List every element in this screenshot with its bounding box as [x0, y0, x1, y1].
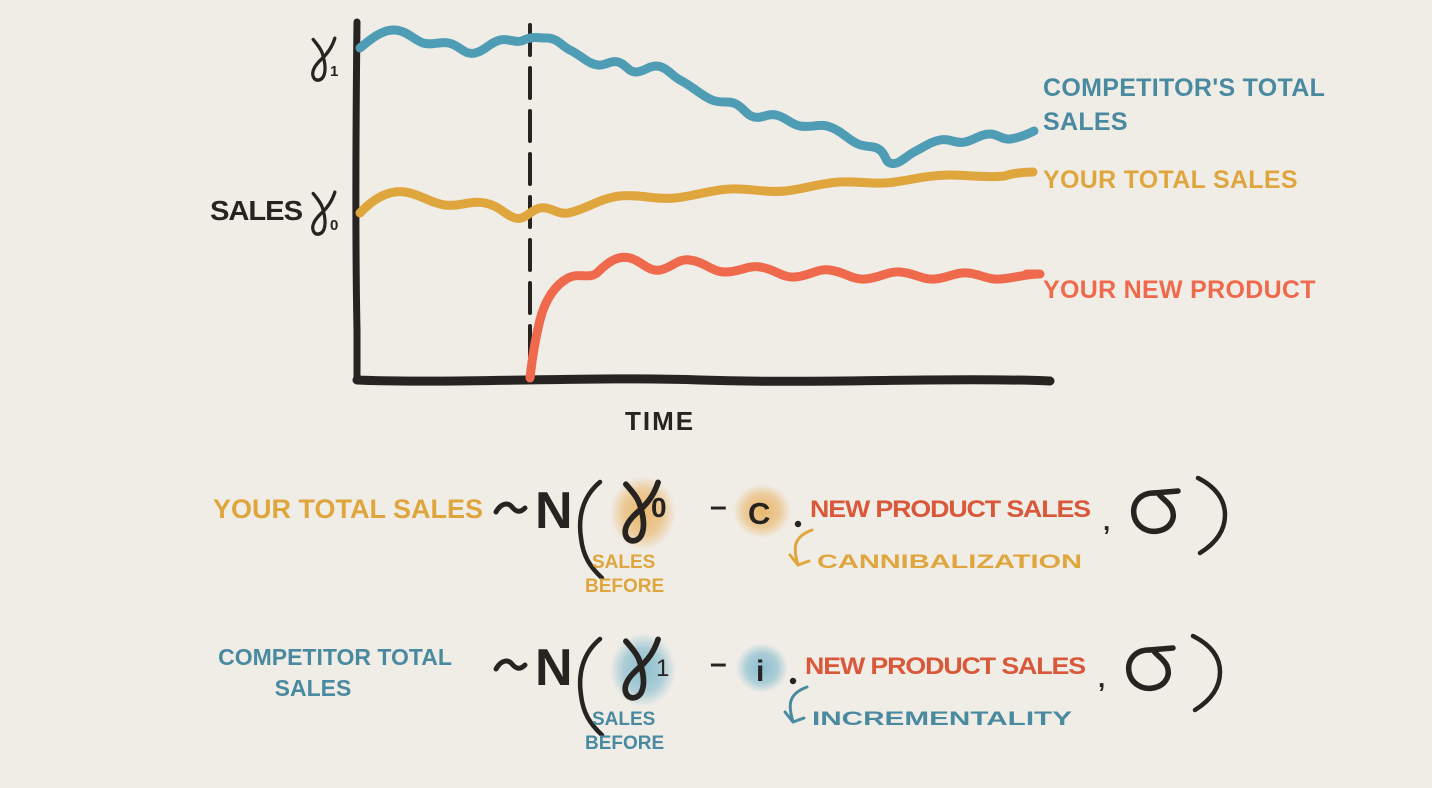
- svg-text:C: C: [748, 496, 770, 531]
- svg-text:INCREMENTALITY: INCREMENTALITY: [812, 709, 1073, 730]
- svg-text:,: ,: [1098, 663, 1105, 693]
- svg-text:COMPETITOR TOTAL: COMPETITOR TOTAL: [218, 644, 452, 670]
- svg-text:1: 1: [656, 655, 669, 682]
- svg-text:TIME: TIME: [625, 406, 695, 436]
- svg-text:–: –: [710, 647, 727, 680]
- svg-text:,: ,: [1103, 506, 1110, 536]
- svg-text:YOUR TOTAL SALES: YOUR TOTAL SALES: [1043, 166, 1298, 194]
- svg-text:N: N: [535, 482, 573, 540]
- svg-text:SALES: SALES: [592, 709, 655, 730]
- svg-text:N: N: [535, 639, 573, 697]
- svg-text:–: –: [710, 490, 727, 523]
- svg-text:0: 0: [651, 492, 667, 523]
- svg-text:1: 1: [330, 63, 338, 80]
- svg-text:SALES: SALES: [275, 675, 352, 701]
- svg-text:i: i: [756, 655, 764, 688]
- svg-text:BEFORE: BEFORE: [585, 576, 664, 597]
- svg-text:SALES: SALES: [210, 195, 302, 226]
- svg-text:YOUR TOTAL SALES: YOUR TOTAL SALES: [213, 494, 483, 524]
- svg-text:SALES: SALES: [592, 552, 655, 573]
- svg-text:NEW PRODUCT SALES: NEW PRODUCT SALES: [805, 653, 1086, 680]
- svg-text:BEFORE: BEFORE: [585, 733, 664, 754]
- svg-text:CANNIBALIZATION: CANNIBALIZATION: [817, 552, 1082, 573]
- svg-text:SALES: SALES: [1043, 108, 1128, 136]
- svg-text:0: 0: [330, 217, 338, 234]
- svg-text:NEW PRODUCT SALES: NEW PRODUCT SALES: [810, 496, 1091, 523]
- svg-text:COMPETITOR'S TOTAL: COMPETITOR'S TOTAL: [1043, 74, 1325, 102]
- svg-text:YOUR NEW PRODUCT: YOUR NEW PRODUCT: [1043, 276, 1316, 304]
